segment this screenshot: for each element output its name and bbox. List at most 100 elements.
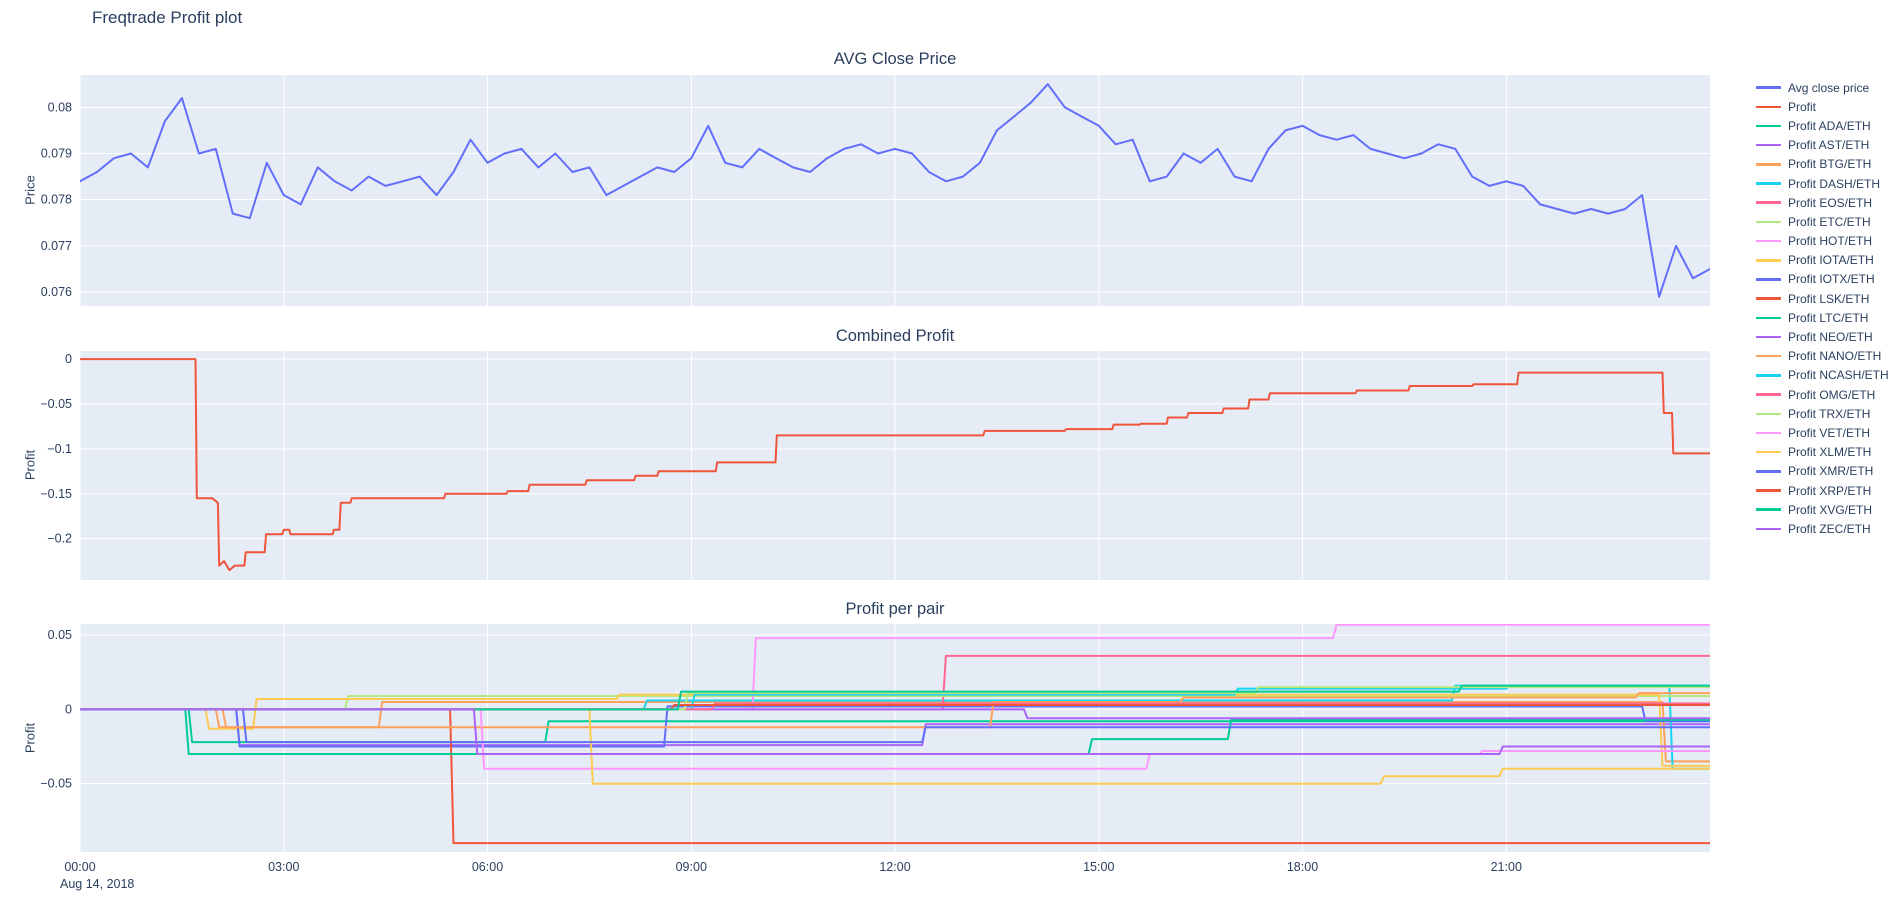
legend-item-profit-vet-eth[interactable]: Profit VET/ETH (1756, 423, 1896, 442)
legend-item-profit-ltc-eth[interactable]: Profit LTC/ETH (1756, 308, 1896, 327)
legend-item-profit-eos-eth[interactable]: Profit EOS/ETH (1756, 193, 1896, 212)
chart-combined-profit[interactable]: 0 −0.05 −0.1 −0.15 −0.2 (0, 351, 1740, 580)
series-avg-close-price[interactable] (80, 83, 1710, 298)
legend-item-profit-xvg-eth[interactable]: Profit XVG/ETH (1756, 500, 1896, 519)
legend-line-swatch-icon (1756, 508, 1781, 511)
y-tick-label: 0.078 (41, 193, 72, 207)
legend-line-swatch-icon (1756, 239, 1781, 243)
legend-label: Profit NANO/ETH (1788, 349, 1882, 364)
x-tick-label: 21:00 (1491, 860, 1522, 874)
legend-item-profit-ada-eth[interactable]: Profit ADA/ETH (1756, 116, 1896, 135)
gridlines (79, 75, 1710, 306)
legend-label: Profit (1788, 99, 1817, 114)
legend-item-profit-hot-eth[interactable]: Profit HOT/ETH (1756, 232, 1896, 251)
legend-line-swatch-icon (1756, 412, 1781, 416)
y-tick-label: 0.079 (41, 147, 72, 161)
chart-profit-per-pair[interactable]: 0.05 0 −0.05 00:00 03:00 06:00 09:00 12:00 15:00… (0, 624, 1740, 888)
y-tick-label: 0 (65, 352, 72, 366)
legend-line-swatch-icon (1756, 335, 1781, 339)
x-tick-label: 00:00 (64, 860, 95, 874)
series-profit[interactable] (80, 358, 1710, 572)
legend-item-profit-ncash-eth[interactable]: Profit NCASH/ETH (1756, 366, 1896, 385)
legend-label: Profit ADA/ETH (1788, 118, 1871, 133)
legend-line-swatch-icon (1756, 297, 1781, 300)
x-tick-label: 12:00 (879, 860, 910, 874)
legend-item-profit-nano-eth[interactable]: Profit NANO/ETH (1756, 347, 1896, 366)
legend-line-swatch-icon (1756, 316, 1781, 320)
legend-item-profit-omg-eth[interactable]: Profit OMG/ETH (1756, 385, 1896, 404)
legend-line-swatch-icon (1756, 182, 1781, 185)
legend-label: Avg close price (1788, 80, 1870, 95)
y-tick-label: 0.077 (41, 239, 72, 253)
legend-item-profit-dash-eth[interactable]: Profit DASH/ETH (1756, 174, 1896, 193)
legend-label: Profit XVG/ETH (1788, 502, 1873, 517)
x-axis-date-label: Aug 14, 2018 (60, 877, 135, 891)
legend-label: Profit LSK/ETH (1788, 291, 1870, 306)
subplot-title-profit-per-pair: Profit per pair (845, 600, 945, 618)
legend-item-profit-lsk-eth[interactable]: Profit LSK/ETH (1756, 289, 1896, 308)
series-profit-ltc-eth[interactable] (80, 708, 1710, 755)
legend-line-swatch-icon (1756, 374, 1781, 377)
legend-line-swatch-icon (1756, 489, 1781, 492)
y-tick-label: 0.08 (48, 100, 72, 114)
legend-line-swatch-icon (1756, 124, 1781, 128)
legend-item-profit[interactable]: Profit (1756, 97, 1896, 116)
x-tick-label: 06:00 (472, 860, 503, 874)
chart-avg-close-price[interactable]: 0.08 0.079 0.078 0.077 0.076 (0, 75, 1740, 306)
legend-line-swatch-icon (1756, 105, 1781, 109)
legend-label: Profit OMG/ETH (1788, 387, 1876, 402)
legend-item-avg-close-price[interactable]: Avg close price (1756, 78, 1896, 97)
legend-item-profit-btg-eth[interactable]: Profit BTG/ETH (1756, 155, 1896, 174)
series-profit-dash-eth[interactable] (80, 684, 1710, 770)
series-profit-nano-eth[interactable] (80, 692, 1710, 729)
x-tick-label: 03:00 (268, 860, 299, 874)
legend-label: Profit TRX/ETH (1788, 406, 1871, 421)
x-tick-label: 15:00 (1083, 860, 1114, 874)
y-tick-label: 0.05 (48, 628, 72, 642)
y-tick-label: −0.05 (40, 777, 72, 791)
series-profit-vet-eth[interactable] (80, 708, 1710, 770)
legend-item-profit-trx-eth[interactable]: Profit TRX/ETH (1756, 404, 1896, 423)
y-tick-label: −0.15 (40, 487, 72, 501)
legend-item-profit-ast-eth[interactable]: Profit AST/ETH (1756, 136, 1896, 155)
legend-line-swatch-icon (1756, 143, 1781, 147)
subplot-title-combined-profit: Combined Profit (835, 327, 955, 345)
series-group (80, 83, 1710, 298)
series-profit-iota-eth[interactable] (80, 693, 1710, 767)
legend-item-profit-neo-eth[interactable]: Profit NEO/ETH (1756, 327, 1896, 346)
legend-item-profit-etc-eth[interactable]: Profit ETC/ETH (1756, 212, 1896, 231)
legend-line-swatch-icon (1756, 163, 1781, 166)
legend-item-profit-iota-eth[interactable]: Profit IOTA/ETH (1756, 251, 1896, 270)
legend-label: Profit NEO/ETH (1788, 330, 1873, 345)
legend-line-swatch-icon (1756, 259, 1781, 262)
legend-item-profit-iotx-eth[interactable]: Profit IOTX/ETH (1756, 270, 1896, 289)
page-title: Freqtrade Profit plot (92, 8, 243, 27)
series-group (80, 624, 1710, 845)
y-tick-label: −0.1 (47, 442, 72, 456)
legend-line-swatch-icon (1756, 201, 1781, 204)
legend-line-swatch-icon (1756, 278, 1781, 281)
legend-line-swatch-icon (1756, 470, 1781, 473)
x-tick-label: 09:00 (676, 860, 707, 874)
series-profit-zec-eth[interactable] (80, 708, 1710, 755)
legend-line-swatch-icon (1756, 393, 1781, 396)
legend-item-profit-xrp-eth[interactable]: Profit XRP/ETH (1756, 481, 1896, 500)
legend-item-profit-xmr-eth[interactable]: Profit XMR/ETH (1756, 462, 1896, 481)
series-profit-xvg-eth[interactable] (80, 684, 1710, 711)
series-profit-xlm-eth[interactable] (80, 708, 1710, 785)
legend-item-profit-xlm-eth[interactable]: Profit XLM/ETH (1756, 443, 1896, 462)
legend-label: Profit IOTA/ETH (1788, 253, 1874, 268)
legend-item-profit-zec-eth[interactable]: Profit ZEC/ETH (1756, 519, 1896, 538)
legend-label: Profit XRP/ETH (1788, 483, 1872, 498)
legend-label: Profit BTG/ETH (1788, 157, 1872, 172)
legend: Avg close price Profit Profit ADA/ETH Profi… (1756, 78, 1896, 539)
series-group (80, 358, 1710, 572)
legend-label: Profit ETC/ETH (1788, 214, 1871, 229)
y-tick-label: 0 (65, 702, 72, 716)
legend-label: Profit XMR/ETH (1788, 464, 1874, 479)
legend-label: Profit XLM/ETH (1788, 445, 1872, 460)
legend-label: Profit NCASH/ETH (1788, 368, 1889, 383)
legend-line-swatch-icon (1756, 354, 1781, 358)
legend-label: Profit DASH/ETH (1788, 176, 1881, 191)
